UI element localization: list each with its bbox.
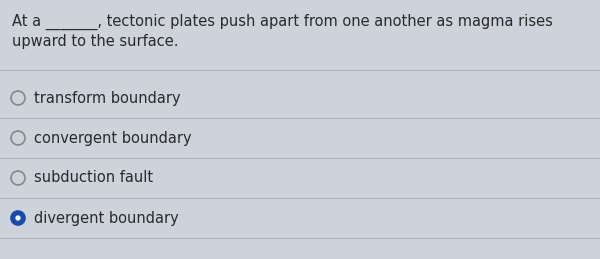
Text: subduction fault: subduction fault	[34, 170, 153, 185]
Text: upward to the surface.: upward to the surface.	[12, 34, 179, 49]
Text: transform boundary: transform boundary	[34, 90, 181, 105]
Circle shape	[11, 211, 25, 225]
Text: At a _______, tectonic plates push apart from one another as magma rises: At a _______, tectonic plates push apart…	[12, 14, 553, 30]
Circle shape	[16, 215, 20, 221]
Text: convergent boundary: convergent boundary	[34, 131, 191, 146]
Text: divergent boundary: divergent boundary	[34, 211, 179, 226]
